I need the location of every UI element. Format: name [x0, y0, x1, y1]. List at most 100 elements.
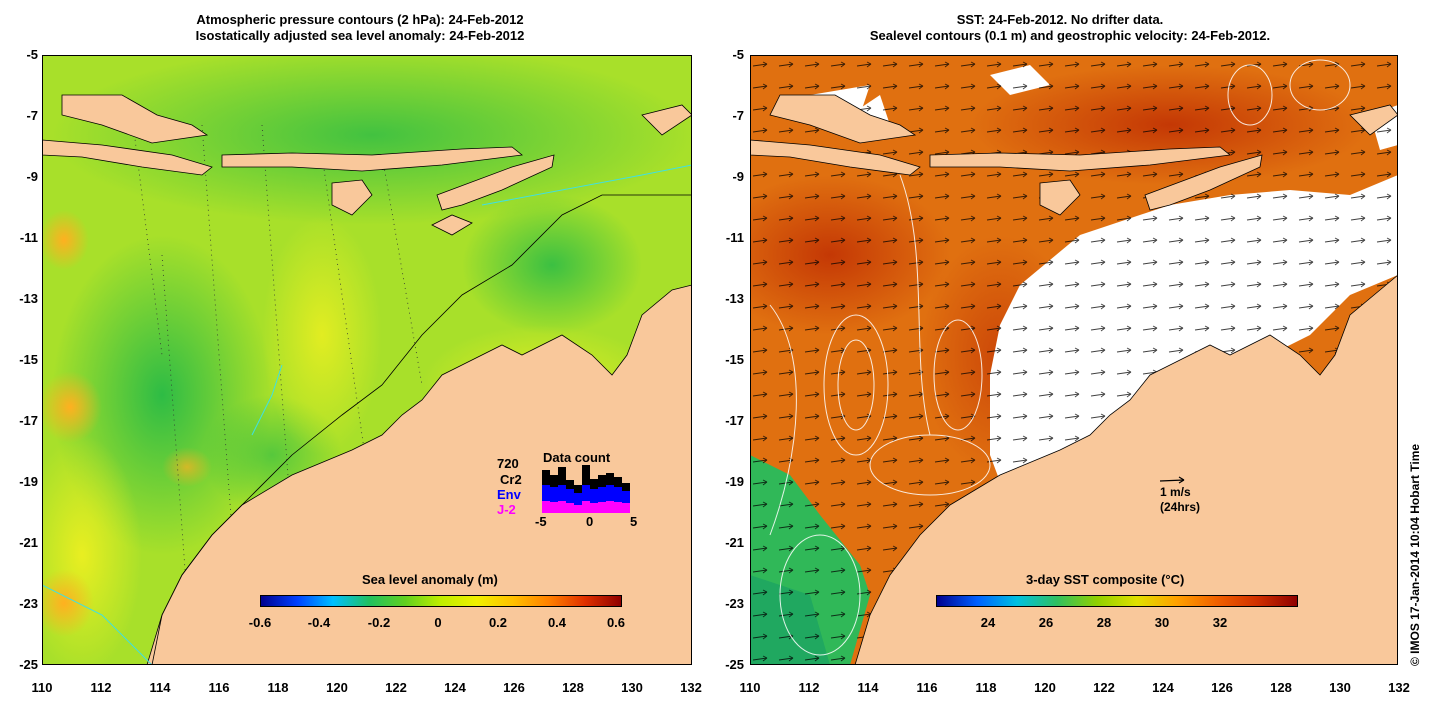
count-bar-env [558, 485, 566, 513]
sst-colorbar-label: 3-day SST composite (°C) [1026, 572, 1185, 587]
right-title-line2: Sealevel contours (0.1 m) and geostrophi… [869, 28, 1271, 43]
lon-tick: 112 [798, 680, 820, 695]
lon-tick: 124 [1152, 680, 1174, 695]
sla-colorbar-label: Sea level anomaly (m) [362, 572, 498, 587]
lon-tick: 132 [1388, 680, 1410, 695]
lon-tick: 128 [562, 680, 584, 695]
left-title-line1: Atmospheric pressure contours (2 hPa): 2… [196, 12, 524, 27]
count-bar-j2 [622, 503, 630, 513]
lat-tick: -11 [725, 230, 744, 245]
lat-tick: -21 [19, 535, 38, 550]
count-bar-env [598, 487, 606, 513]
lat-tick: -13 [725, 291, 744, 306]
sla-colorbar-tick: 0.2 [488, 615, 508, 630]
count-bar-env [582, 485, 590, 513]
data-count-title: Data count [543, 450, 611, 465]
data-count-total: 720 [497, 456, 519, 471]
sst-colorbar-tick: 24 [980, 615, 996, 630]
lat-tick: -21 [725, 535, 744, 550]
velocity-scale-note: (24hrs) [1160, 500, 1201, 514]
count-bar-env [550, 487, 558, 513]
count-bar-env [622, 491, 630, 513]
velocity-scale-label: 1 m/s [1160, 485, 1191, 499]
lat-tick: -19 [725, 474, 744, 489]
lon-tick: 120 [1034, 680, 1056, 695]
right-map[interactable] [750, 55, 1398, 665]
lat-tick: -13 [19, 291, 38, 306]
sla-colorbar-tick: 0 [434, 615, 442, 630]
sst-colorbar-tick: 30 [1154, 615, 1170, 630]
sla-yellow-patch [262, 215, 382, 455]
count-bar-j2 [542, 501, 550, 513]
count-bar-j2 [590, 503, 598, 513]
lat-tick: -7 [26, 108, 38, 123]
lon-tick: 110 [31, 680, 53, 695]
sla-colorbar-tick: -0.6 [248, 615, 272, 630]
sla-green-patch [462, 195, 642, 335]
sla-green-patch [52, 55, 692, 225]
data-count-xtick: 0 [586, 514, 594, 529]
bathymetry-contours [42, 164, 692, 665]
data-count-histogram [542, 465, 630, 513]
lat-tick: -5 [26, 47, 38, 62]
lat-tick: -15 [19, 352, 38, 367]
lat-tick: -23 [725, 596, 744, 611]
sla-orange-patch [42, 210, 89, 270]
sst-colorbar-tick: 28 [1096, 615, 1112, 630]
lon-tick: 126 [503, 680, 525, 695]
data-count-xtick: 5 [630, 514, 638, 529]
lon-tick: 130 [1329, 680, 1351, 695]
sla-orange-patch [162, 447, 212, 487]
lat-tick: -19 [19, 474, 38, 489]
shelf-contour [151, 194, 692, 665]
left-map-frame [42, 55, 692, 665]
lon-tick: 120 [326, 680, 348, 695]
lon-tick: 118 [975, 680, 997, 695]
sla-colorbar [260, 595, 622, 607]
mission-cr2: Cr2 [500, 472, 522, 487]
count-bar-env [606, 485, 614, 513]
count-bar-j2 [582, 501, 590, 513]
islands [42, 94, 692, 236]
sst-colorbar [936, 595, 1298, 607]
velocity-scale-arrow [1159, 476, 1185, 484]
data-count-xtick: -5 [535, 514, 547, 529]
count-bar-j2 [574, 505, 582, 513]
sst-colorbar-tick: 26 [1038, 615, 1054, 630]
count-bar-j2 [614, 502, 622, 513]
lat-tick: -5 [732, 47, 744, 62]
lat-tick: -25 [19, 657, 38, 672]
left-title-line2: Isostatically adjusted sea level anomaly… [195, 28, 525, 43]
lon-tick: 130 [621, 680, 643, 695]
sla-colorbar-tick: -0.2 [367, 615, 391, 630]
lat-tick: -7 [732, 108, 744, 123]
lon-tick: 124 [444, 680, 466, 695]
right-title-line1: SST: 24-Feb-2012. No drifter data. [956, 12, 1164, 27]
lat-tick: -17 [19, 413, 38, 428]
lon-tick: 122 [385, 680, 407, 695]
lon-tick: 118 [267, 680, 289, 695]
count-bar-j2 [606, 501, 614, 513]
mission-j2: J-2 [497, 502, 516, 517]
lon-tick: 114 [857, 680, 879, 695]
count-bar-env [614, 487, 622, 513]
count-bar-j2 [558, 501, 566, 513]
lon-tick: 132 [680, 680, 702, 695]
lon-tick: 110 [739, 680, 761, 695]
copyright-notice: © IMOS 17-Jan-2014 10:04 Hobart Time [1408, 443, 1422, 666]
sealevel-contours [769, 59, 1351, 656]
count-bar-j2 [598, 502, 606, 513]
lat-tick: -9 [26, 169, 38, 184]
lat-tick: -9 [732, 169, 744, 184]
islands [750, 94, 1398, 216]
count-bar-j2 [566, 503, 574, 513]
lat-tick: -17 [725, 413, 744, 428]
lon-tick: 112 [90, 680, 112, 695]
sla-colorbar-tick: 0.6 [606, 615, 626, 630]
sla-orange-patch [42, 569, 94, 637]
lat-tick: -23 [19, 596, 38, 611]
lat-tick: -11 [19, 230, 38, 245]
left-map[interactable] [42, 55, 692, 665]
lon-tick: 126 [1211, 680, 1233, 695]
sla-colorbar-tick: 0.4 [547, 615, 567, 630]
